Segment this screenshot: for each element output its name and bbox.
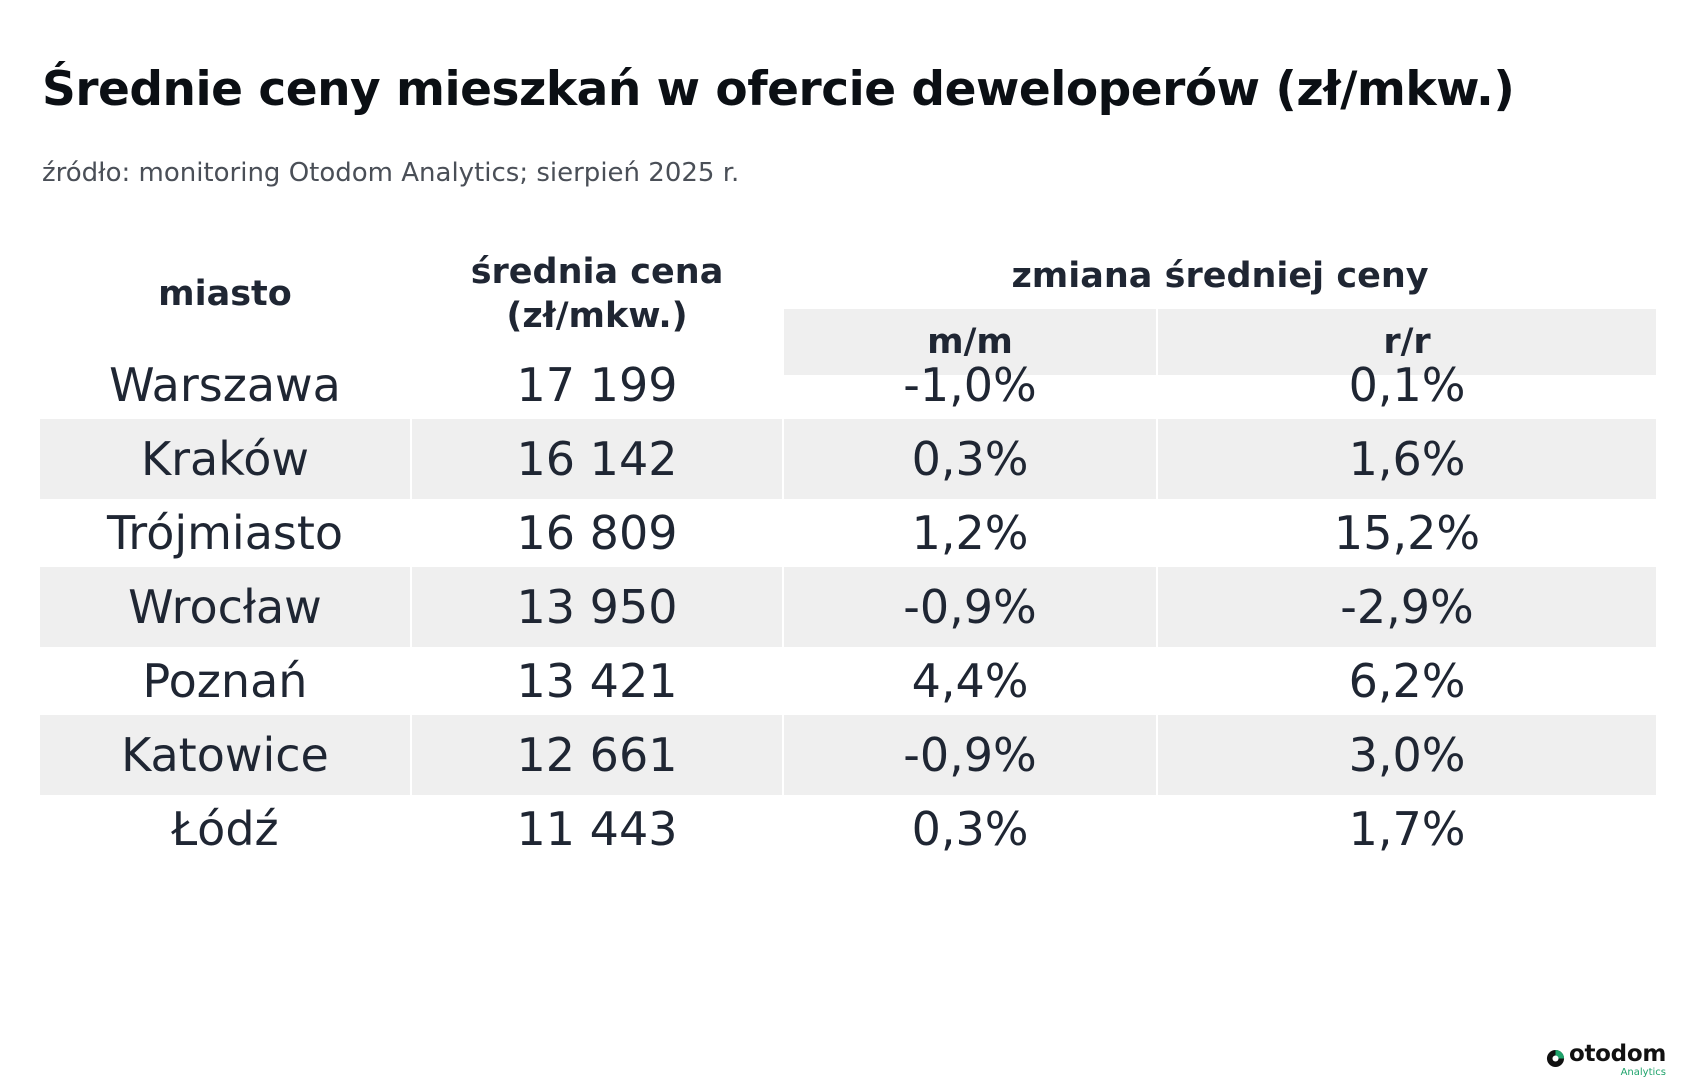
- table-row: Poznań 13 421 4,4% 6,2%: [40, 641, 1656, 721]
- header-rr: r/r: [1158, 309, 1656, 375]
- page-title: Średnie ceny mieszkań w ofercie dewelope…: [42, 62, 1515, 117]
- cell-mm: 0,3%: [911, 802, 1029, 856]
- table-row: Kraków 16 142 0,3% 1,6%: [40, 419, 1656, 499]
- table-row: Łódź 11 443 0,3% 1,7%: [40, 789, 1656, 869]
- table-row: Trójmiasto 16 809 1,2% 15,2%: [40, 493, 1656, 573]
- cell-price: 13 421: [516, 654, 678, 708]
- cell-mm: 4,4%: [911, 654, 1029, 708]
- cell-city: Łódź: [171, 802, 279, 856]
- cell-mm: 1,2%: [911, 506, 1029, 560]
- cell-price: 17 199: [516, 358, 678, 412]
- cell-city: Katowice: [40, 715, 410, 795]
- cell-city: Wrocław: [40, 567, 410, 647]
- table-row: Katowice 12 661 -0,9% 3,0%: [40, 715, 1656, 795]
- cell-mm: 0,3%: [784, 419, 1156, 499]
- cell-city: Kraków: [40, 419, 410, 499]
- cell-price: 16 142: [412, 419, 782, 499]
- header-price-line1: średnia cena: [470, 252, 724, 293]
- otodom-logo: otodom Analytics: [1546, 1043, 1666, 1083]
- cell-rr: 1,6%: [1158, 419, 1656, 499]
- header-price-line2: (zł/mkw.): [506, 296, 688, 336]
- cell-city: Warszawa: [109, 358, 341, 412]
- cell-mm: -1,0%: [903, 358, 1037, 412]
- cell-price: 12 661: [412, 715, 782, 795]
- cell-city: Trójmiasto: [106, 506, 344, 560]
- cell-price: 16 809: [516, 506, 678, 560]
- source-note: źródło: monitoring Otodom Analytics; sie…: [42, 158, 740, 188]
- cell-price: 11 443: [516, 802, 678, 856]
- header-city: miasto: [158, 274, 292, 315]
- cell-rr: 1,7%: [1348, 802, 1466, 856]
- table-row: Warszawa 17 199 -1,0% 0,1%: [40, 345, 1656, 425]
- cell-rr: 6,2%: [1348, 654, 1466, 708]
- cell-mm: -0,9%: [784, 715, 1156, 795]
- cell-mm: -0,9%: [784, 567, 1156, 647]
- table-row: Wrocław 13 950 -0,9% -2,9%: [40, 567, 1656, 647]
- header-mm: m/m: [784, 309, 1156, 375]
- cell-rr: -2,9%: [1158, 567, 1656, 647]
- logo-subtitle: Analytics: [1620, 1067, 1666, 1078]
- cell-rr: 3,0%: [1158, 715, 1656, 795]
- otodom-logo-icon: [1546, 1049, 1565, 1068]
- logo-wordmark: otodom: [1568, 1041, 1666, 1067]
- cell-city: Poznań: [142, 654, 308, 708]
- header-change-group: zmiana średniej ceny: [1011, 256, 1429, 297]
- cell-rr: 0,1%: [1348, 358, 1466, 412]
- cell-rr: 15,2%: [1333, 506, 1481, 560]
- header-price: średnia cena (zł/mkw.): [412, 245, 782, 345]
- cell-price: 13 950: [412, 567, 782, 647]
